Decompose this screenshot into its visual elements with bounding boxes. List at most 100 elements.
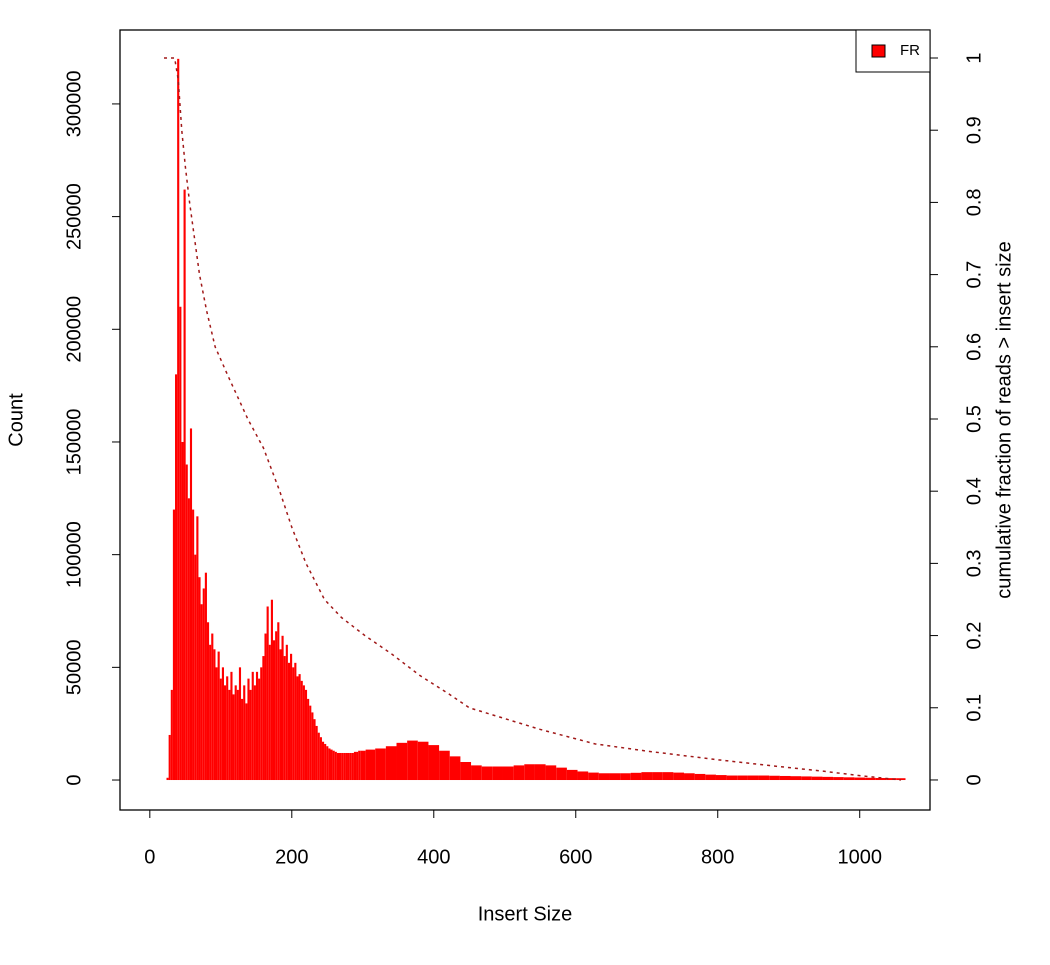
bar: [353, 751, 357, 781]
bar: [790, 776, 802, 781]
bar: [253, 685, 256, 781]
bar: [238, 667, 242, 781]
y2-tick-label: 0.7: [963, 261, 985, 289]
bar: [209, 644, 212, 781]
bar: [351, 752, 354, 781]
bar: [609, 773, 621, 781]
bar: [524, 764, 535, 781]
bar: [270, 599, 273, 781]
bar: [168, 734, 171, 781]
bar: [228, 689, 231, 781]
bar: [200, 604, 203, 781]
bar: [341, 752, 344, 781]
bar: [330, 749, 333, 781]
bar: [243, 685, 246, 781]
bar: [217, 651, 220, 781]
bar: [268, 644, 271, 781]
bar: [321, 741, 325, 781]
bar: [843, 777, 855, 781]
y-tick-label: 0: [63, 774, 85, 785]
bar: [705, 774, 716, 781]
bar: [345, 752, 348, 781]
bar: [334, 751, 337, 781]
x-tick-label: 1000: [837, 846, 882, 868]
bar: [365, 749, 376, 781]
bar: [319, 737, 322, 781]
bar: [358, 750, 361, 781]
bar: [737, 775, 748, 781]
legend-swatch: [871, 44, 886, 58]
bar: [309, 705, 312, 781]
y2-axis-title: cumulative fraction of reads > insert si…: [993, 241, 1015, 598]
bar: [588, 772, 599, 781]
bar: [375, 748, 386, 781]
bar: [545, 765, 557, 781]
bar: [317, 732, 320, 781]
y-tick-label: 150000: [63, 409, 85, 476]
bar: [185, 464, 188, 781]
bar: [183, 189, 186, 781]
bar: [264, 633, 267, 781]
bar: [460, 761, 472, 781]
bar: [332, 750, 335, 781]
bar: [556, 767, 567, 781]
bar: [385, 746, 397, 781]
bar: [285, 644, 288, 781]
bar: [854, 777, 866, 781]
y-axis-title: Count: [5, 393, 27, 447]
bar: [219, 678, 222, 781]
bar: [311, 712, 314, 781]
y2-tick-label: 0.6: [963, 333, 985, 361]
bar: [747, 775, 759, 781]
x-tick-label: 200: [275, 846, 308, 868]
bar: [673, 772, 685, 781]
bar: [283, 656, 286, 781]
bar: [577, 771, 589, 781]
bar: [417, 741, 429, 781]
x-tick-label: 0: [144, 846, 155, 868]
bar: [481, 766, 493, 781]
bar: [266, 606, 269, 781]
bar: [177, 58, 180, 781]
bar: [360, 750, 366, 781]
bar: [598, 773, 610, 781]
bar: [189, 428, 193, 781]
bar: [187, 498, 190, 781]
bar: [896, 778, 906, 781]
bar: [694, 773, 706, 781]
bar: [221, 667, 225, 781]
bar: [294, 662, 297, 781]
bar: [172, 509, 176, 781]
bar: [492, 766, 503, 781]
plot-frame: [119, 29, 931, 811]
y-tick-label: 100000: [63, 521, 85, 588]
y2-tick-label: 1: [963, 52, 985, 63]
bar: [192, 509, 195, 781]
bar: [206, 622, 210, 781]
bar: [356, 751, 359, 781]
y-tick-label: 200000: [63, 296, 85, 363]
bar: [328, 748, 331, 781]
bar: [234, 685, 237, 781]
bar: [886, 778, 897, 781]
bar: [865, 777, 876, 781]
bar: [343, 752, 346, 781]
bar: [726, 775, 738, 781]
bar: [347, 752, 350, 781]
y2-tick-label: 0.8: [963, 188, 985, 216]
bar: [307, 698, 310, 781]
bar: [179, 306, 182, 781]
bar: [241, 698, 244, 781]
bar: [641, 772, 653, 781]
bar: [175, 374, 178, 781]
y2-tick-label: 0.5: [963, 405, 985, 433]
bar: [170, 689, 173, 781]
y2-tick-label: 0.4: [963, 477, 985, 505]
bar: [833, 777, 844, 781]
bar: [769, 775, 780, 781]
bar: [232, 694, 235, 781]
bar: [715, 775, 727, 781]
bar: [324, 743, 327, 781]
y2-tick-label: 0.9: [963, 116, 985, 144]
